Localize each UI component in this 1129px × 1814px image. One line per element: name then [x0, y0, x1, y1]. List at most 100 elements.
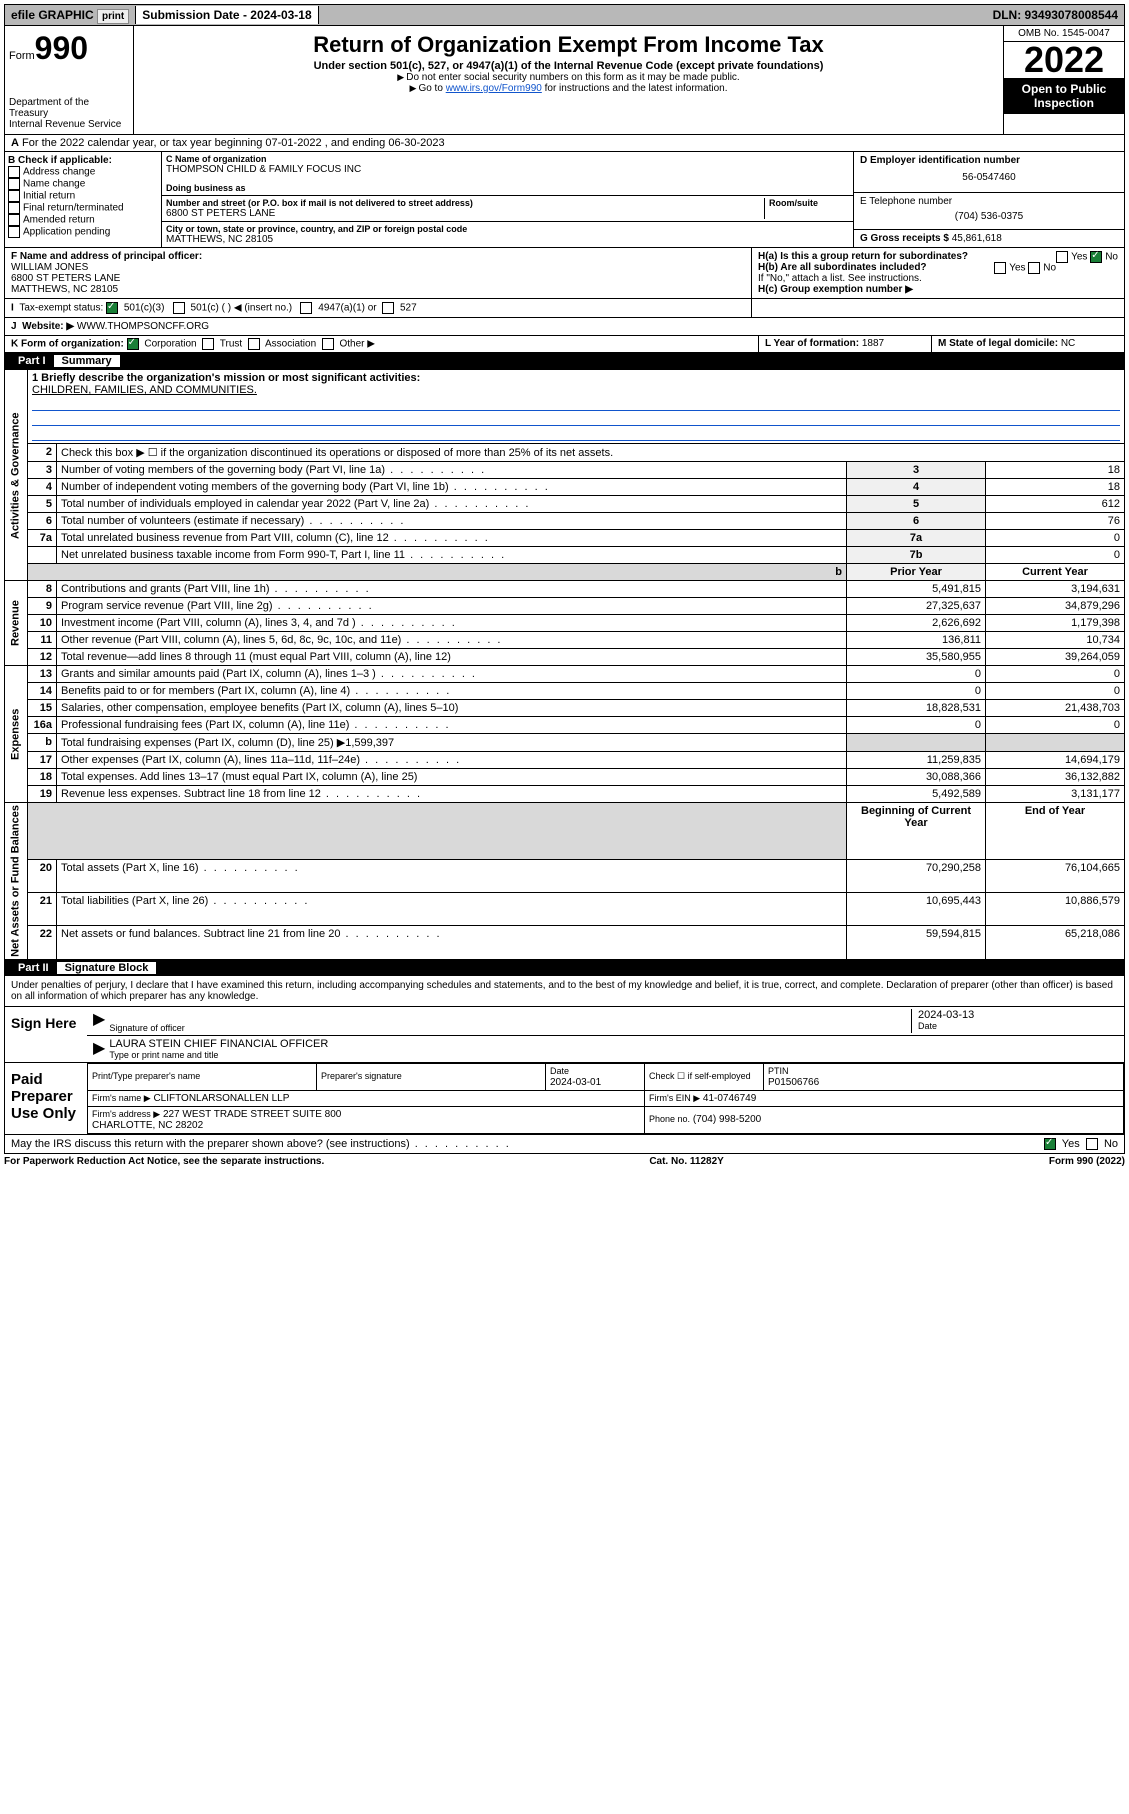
name-change-checkbox[interactable] [8, 178, 20, 190]
final-return-checkbox[interactable] [8, 202, 20, 214]
form-header: Form990 Department of the Treasury Inter… [4, 26, 1125, 135]
form-subtitle: Under section 501(c), 527, or 4947(a)(1)… [138, 60, 999, 72]
row-prior: 0 [847, 717, 986, 734]
address-change-checkbox[interactable] [8, 166, 20, 178]
current-year-hdr: Current Year [986, 564, 1125, 581]
firm-phone: (704) 998-5200 [693, 1114, 761, 1125]
row-prior: 35,580,955 [847, 649, 986, 666]
irs-link[interactable]: www.irs.gov/Form990 [446, 83, 542, 94]
paid-preparer-row: Paid Preparer Use Only Print/Type prepar… [4, 1063, 1125, 1135]
discuss-row: May the IRS discuss this return with the… [4, 1135, 1125, 1154]
print-button[interactable]: print [97, 9, 129, 24]
mission-line [32, 426, 1120, 441]
corp-checkbox[interactable] [127, 338, 139, 350]
row-prior: 18,828,531 [847, 700, 986, 717]
row-box: 7b [847, 547, 986, 564]
mission-line [32, 396, 1120, 411]
phone-label: E Telephone number [860, 196, 952, 207]
row-current: 3,194,631 [986, 581, 1125, 598]
row-prior: 136,811 [847, 632, 986, 649]
row-num: 6 [28, 513, 57, 530]
preparer-date: 2024-03-01 [550, 1077, 601, 1088]
preparer-date-label: Date [550, 1066, 569, 1076]
row-box: 6 [847, 513, 986, 530]
app-pending-checkbox[interactable] [8, 226, 20, 238]
net-sidelabel: Net Assets or Fund Balances [5, 803, 28, 960]
row-num: 21 [28, 893, 57, 926]
row-desc: Total number of volunteers (estimate if … [57, 513, 847, 530]
efile-label: efile GRAPHIC print [5, 6, 136, 24]
hb-no-checkbox[interactable] [1028, 262, 1040, 274]
row-box: 4 [847, 479, 986, 496]
room-label: Room/suite [769, 198, 849, 208]
row-j: J Website: ▶ WWW.THOMPSONCFF.ORG [4, 318, 1125, 336]
part1-num: Part I [10, 355, 54, 367]
amended-return-checkbox[interactable] [8, 214, 20, 226]
row-val: 76 [986, 513, 1125, 530]
row-box: 7a [847, 530, 986, 547]
self-employed-label: Check ☐ if self-employed [649, 1071, 751, 1081]
sig-officer-label: Signature of officer [109, 1023, 911, 1033]
amended-return-label: Amended return [23, 215, 95, 226]
ein-label: D Employer identification number [860, 155, 1020, 166]
row-num: 12 [28, 649, 57, 666]
row-prior: 59,594,815 [847, 926, 986, 959]
paid-preparer-table: Print/Type preparer's name Preparer's si… [87, 1063, 1124, 1134]
discuss-yes-checkbox[interactable] [1044, 1138, 1056, 1150]
row-f: F Name and address of principal officer:… [4, 248, 1125, 299]
hb-yes-checkbox[interactable] [994, 262, 1006, 274]
other-label: Other ▶ [339, 339, 374, 350]
initial-return-checkbox[interactable] [8, 190, 20, 202]
end-year-hdr: End of Year [986, 803, 1125, 860]
goto-pre: Go to [410, 83, 446, 94]
submission-date: Submission Date - 2024-03-18 [136, 6, 318, 24]
paid-preparer-label: Paid Preparer Use Only [5, 1063, 87, 1134]
row-desc: Total fundraising expenses (Part IX, col… [57, 734, 847, 752]
501c3-checkbox[interactable] [106, 302, 118, 314]
527-checkbox[interactable] [382, 302, 394, 314]
row-num: 16a [28, 717, 57, 734]
trust-checkbox[interactable] [202, 338, 214, 350]
app-pending-label: Application pending [23, 227, 110, 238]
domicile: NC [1061, 338, 1075, 349]
hb-no: No [1043, 263, 1056, 274]
row-current: 39,264,059 [986, 649, 1125, 666]
tax-year: 2022 [1004, 42, 1124, 78]
row-current: 76,104,665 [986, 859, 1125, 892]
ha-yes-checkbox[interactable] [1056, 251, 1068, 263]
ein-value: 56-0547460 [860, 166, 1118, 189]
hb-yes: Yes [1009, 263, 1025, 274]
row-desc: Total assets (Part X, line 16) [57, 859, 847, 892]
arrow-icon: ▶ [93, 1038, 105, 1060]
row-current: 36,132,882 [986, 769, 1125, 786]
firm-addr-label: Firm's address ▶ [92, 1109, 160, 1119]
527-label: 527 [400, 303, 417, 314]
form-label: Form [9, 50, 35, 62]
other-checkbox[interactable] [322, 338, 334, 350]
row-prior: 2,626,692 [847, 615, 986, 632]
arrow-icon: ▶ [93, 1009, 105, 1033]
gross-label: G Gross receipts $ [860, 233, 949, 244]
perjury-text: Under penalties of perjury, I declare th… [4, 976, 1125, 1007]
row-prior: 5,492,589 [847, 786, 986, 803]
name-change-label: Name change [23, 179, 85, 190]
dept-treasury: Department of the Treasury [9, 97, 129, 119]
sign-here-row: Sign Here ▶ Signature of officer 2024-03… [4, 1007, 1125, 1063]
4947-checkbox[interactable] [300, 302, 312, 314]
discuss-no-checkbox[interactable] [1086, 1138, 1098, 1150]
domicile-label: M State of legal domicile: [938, 338, 1058, 349]
assoc-checkbox[interactable] [248, 338, 260, 350]
row-val: 18 [986, 462, 1125, 479]
row-current: 21,438,703 [986, 700, 1125, 717]
row-num: 5 [28, 496, 57, 513]
row-desc: Total unrelated business revenue from Pa… [57, 530, 847, 547]
sig-date-label: Date [918, 1021, 1118, 1031]
assoc-label: Association [265, 339, 316, 350]
row-prior: 0 [847, 683, 986, 700]
ha-no-checkbox[interactable] [1090, 251, 1102, 263]
top-bar: efile GRAPHIC print Submission Date - 20… [4, 4, 1125, 26]
row-prior: 30,088,366 [847, 769, 986, 786]
501c-checkbox[interactable] [173, 302, 185, 314]
open-public: Open to Public Inspection [1004, 78, 1124, 114]
firm-name-label: Firm's name ▶ [92, 1093, 151, 1103]
